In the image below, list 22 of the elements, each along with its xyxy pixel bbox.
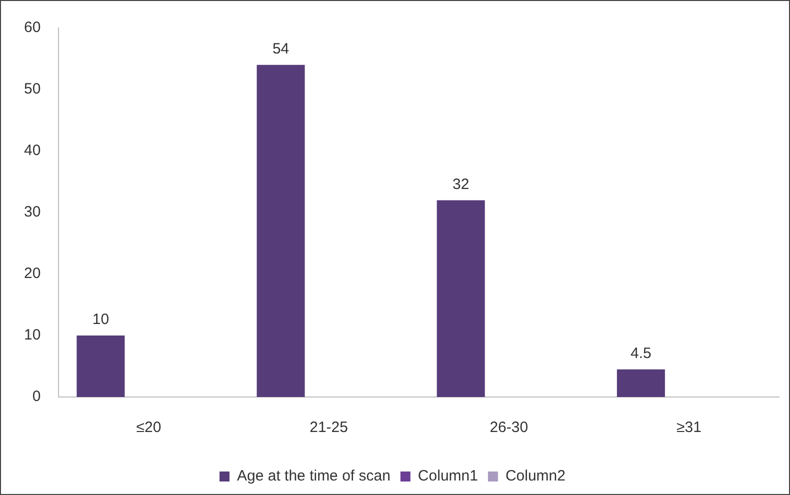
x-tick-label: ≥31: [676, 419, 702, 436]
legend-label: Column2: [505, 468, 566, 485]
bar: [256, 64, 305, 397]
y-tick-label: 10: [24, 326, 41, 344]
bar: [76, 336, 125, 397]
x-tick-label: 21-25: [310, 419, 348, 436]
y-tick-label: 50: [24, 80, 41, 98]
y-tick-label: 0: [32, 388, 41, 406]
y-tick-label: 40: [24, 142, 41, 160]
y-tick-label: 20: [24, 265, 41, 282]
bar: [616, 369, 665, 397]
data-label: 4.5: [630, 344, 652, 362]
y-tick-label: 30: [24, 204, 41, 221]
legend-label: Column1: [418, 468, 478, 485]
x-tick-label: 26-30: [490, 419, 528, 436]
legend-label: Age at the time of scan: [237, 468, 390, 485]
data-label: 10: [92, 311, 110, 328]
data-label: 54: [272, 40, 290, 58]
data-label: 32: [452, 176, 470, 193]
bar: [436, 200, 485, 397]
x-tick-label: ≤20: [136, 419, 162, 436]
y-tick-label: 60: [24, 19, 41, 36]
